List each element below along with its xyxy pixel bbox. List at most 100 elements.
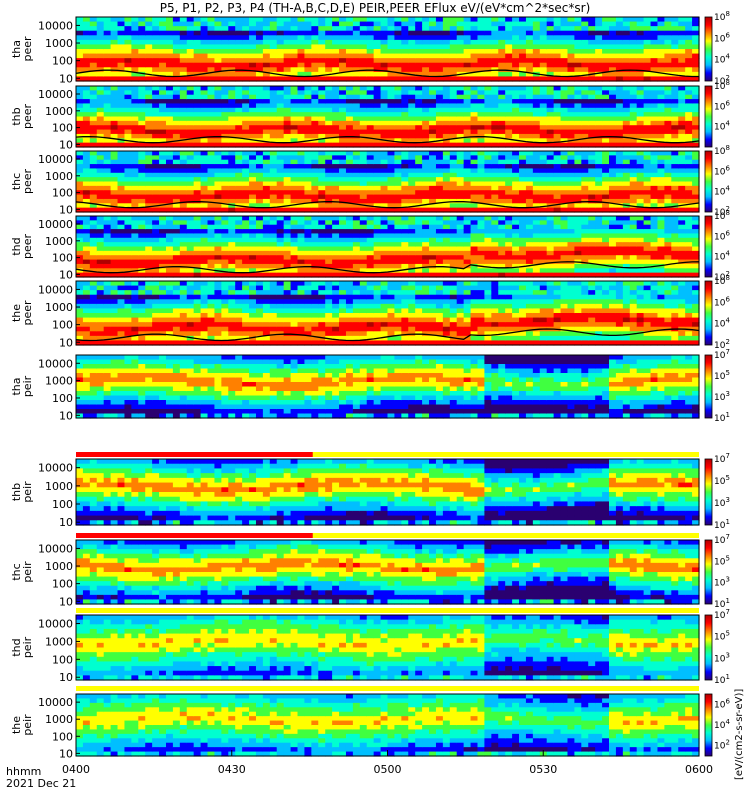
panel-frame — [75, 16, 700, 82]
separator-strip — [76, 533, 699, 538]
colorbar-tick-label: 104 — [714, 317, 730, 330]
y-tick-label: 10000 — [38, 153, 73, 166]
colorbar-tick-label: 101 — [714, 673, 730, 686]
colorbar-tick-label: 108 — [714, 10, 730, 23]
y-tick-label: 100 — [52, 55, 73, 68]
heatmap-cells — [76, 694, 700, 757]
y-axis-label: thc — [10, 173, 23, 190]
colorbar-tick-label: 103 — [714, 651, 730, 664]
y-tick-label: 1000 — [45, 105, 73, 118]
colorbar-tick-label: 102 — [714, 74, 730, 87]
heatmap-cells — [76, 615, 700, 681]
panel-frame — [75, 354, 700, 419]
y-axis-label: peir — [21, 561, 34, 583]
colorbar-tick-label: 102 — [714, 205, 730, 218]
colorbar-tick-label: 105 — [714, 630, 730, 643]
x-tick-label: 0600 — [685, 763, 713, 776]
y-tick-label: 10000 — [38, 88, 73, 101]
panel-frame — [75, 614, 700, 681]
colorbar-tick-label: 101 — [714, 411, 730, 424]
y-axis-label: thb — [10, 483, 23, 501]
y-axis-label: peer — [21, 300, 34, 326]
colorbar — [704, 280, 713, 346]
colorbar-tick-label: 103 — [714, 390, 730, 403]
y-tick-label: 100 — [52, 653, 73, 666]
y-tick-label: 10 — [59, 268, 73, 281]
y-tick-label: 10 — [59, 336, 73, 349]
heatmap-cells — [76, 216, 700, 278]
y-tick-label: 100 — [52, 252, 73, 265]
panel-frame — [75, 280, 700, 346]
y-tick-label: 10000 — [38, 19, 73, 32]
colorbar-tick-label: 104 — [714, 718, 730, 731]
y-tick-label: 1000 — [45, 480, 73, 493]
colorbar — [704, 150, 713, 213]
heatmap-cells — [76, 86, 700, 148]
y-tick-label: 10 — [59, 516, 73, 529]
panel-frame — [75, 215, 700, 278]
colorbar — [704, 16, 713, 82]
colorbar-tick-label: 106 — [714, 99, 730, 112]
y-tick-label: 1000 — [45, 713, 73, 726]
y-tick-label: 100 — [52, 122, 73, 135]
colorbar-tick-label: 106 — [714, 31, 730, 44]
y-tick-label: 10 — [59, 409, 73, 422]
colorbar-tick-label: 105 — [714, 369, 730, 382]
y-tick-label: 10 — [59, 595, 73, 608]
y-tick-label: 10000 — [38, 696, 73, 709]
y-axis-label: the — [10, 716, 23, 734]
colorbar — [704, 614, 713, 681]
y-tick-label: 100 — [52, 730, 73, 743]
y-tick-label: 1000 — [45, 37, 73, 50]
colorbar — [704, 458, 713, 526]
colorbar-tick-label: 106 — [714, 697, 730, 710]
separator-strip — [76, 452, 699, 457]
y-axis-label: peir — [21, 636, 34, 658]
y-tick-label: 100 — [52, 187, 73, 200]
colorbar-tick-label: 101 — [714, 597, 730, 610]
y-tick-label: 10000 — [38, 618, 73, 631]
separator-strip — [76, 608, 699, 613]
figure-title: P5, P1, P2, P3, P4 (TH-A,B,C,D,E) PEIR,P… — [159, 1, 591, 15]
x-tick-label: 0400 — [62, 763, 90, 776]
colorbar-tick-label: 105 — [714, 554, 730, 567]
colorbar-tick-label: 104 — [714, 53, 730, 66]
y-tick-label: 1000 — [45, 301, 73, 314]
y-tick-label: 10000 — [38, 462, 73, 475]
x-tick-label: 0530 — [529, 763, 557, 776]
separator-strip-red — [76, 452, 313, 457]
y-axis-label: peer — [21, 169, 34, 195]
y-axis-label: tha — [10, 40, 23, 58]
energy-trace-line — [75, 261, 700, 274]
heatmap-cells — [76, 17, 700, 82]
y-tick-label: 10 — [59, 138, 73, 151]
y-axis-label: peir — [21, 481, 34, 503]
colorbar-tick-label: 108 — [714, 274, 730, 287]
colorbar-tick-label: 106 — [714, 295, 730, 308]
colorbar-tick-label: 106 — [714, 164, 730, 177]
y-tick-label: 100 — [52, 392, 73, 405]
colorbar-tick-label: 104 — [714, 250, 730, 263]
y-tick-label: 100 — [52, 498, 73, 511]
heatmap-cells — [76, 540, 700, 605]
colorbar — [704, 354, 713, 419]
heatmap-cells — [76, 355, 700, 419]
colorbar-tick-label: 107 — [714, 348, 730, 361]
y-tick-label: 1000 — [45, 375, 73, 388]
energy-trace-line — [75, 328, 700, 342]
y-axis-label: the — [10, 304, 23, 322]
colorbar-tick-label: 107 — [714, 533, 730, 546]
y-tick-label: 10 — [59, 671, 73, 684]
y-tick-label: 10000 — [38, 218, 73, 231]
y-tick-label: 1000 — [45, 235, 73, 248]
y-tick-label: 10 — [59, 747, 73, 760]
colorbar-tick-label: 108 — [714, 144, 730, 157]
colorbar-tick-label: 108 — [714, 79, 730, 92]
colorbar-tick-label: 103 — [714, 496, 730, 509]
colorbar — [704, 85, 713, 148]
panel-frame — [75, 150, 700, 213]
